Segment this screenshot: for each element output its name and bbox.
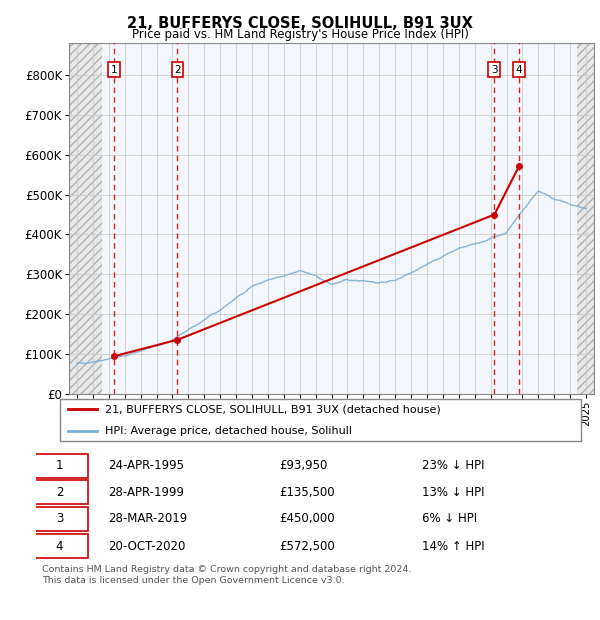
Text: 28-MAR-2019: 28-MAR-2019	[108, 512, 187, 525]
Text: Price paid vs. HM Land Registry's House Price Index (HPI): Price paid vs. HM Land Registry's House …	[131, 28, 469, 41]
Text: 6% ↓ HPI: 6% ↓ HPI	[422, 512, 478, 525]
FancyBboxPatch shape	[31, 534, 88, 558]
Text: HPI: Average price, detached house, Solihull: HPI: Average price, detached house, Soli…	[104, 426, 352, 436]
Text: 28-APR-1999: 28-APR-1999	[108, 486, 184, 498]
FancyBboxPatch shape	[31, 454, 88, 478]
FancyBboxPatch shape	[31, 507, 88, 531]
Text: 21, BUFFERYS CLOSE, SOLIHULL, B91 3UX (detached house): 21, BUFFERYS CLOSE, SOLIHULL, B91 3UX (d…	[104, 404, 440, 414]
Text: 1: 1	[56, 459, 63, 472]
Text: 3: 3	[56, 512, 63, 525]
Bar	[577, 43, 594, 394]
Text: 1: 1	[110, 64, 117, 74]
Text: 2: 2	[56, 486, 63, 498]
Bar	[69, 43, 102, 394]
Text: £450,000: £450,000	[279, 512, 335, 525]
Bar	[577, 43, 594, 394]
Text: 21, BUFFERYS CLOSE, SOLIHULL, B91 3UX: 21, BUFFERYS CLOSE, SOLIHULL, B91 3UX	[127, 16, 473, 30]
Text: 4: 4	[516, 64, 523, 74]
Point	[109, 352, 119, 361]
Text: 14% ↑ HPI: 14% ↑ HPI	[422, 539, 485, 552]
Text: 24-APR-1995: 24-APR-1995	[108, 459, 184, 472]
FancyBboxPatch shape	[59, 399, 581, 441]
Text: 2: 2	[174, 64, 181, 74]
Text: £572,500: £572,500	[279, 539, 335, 552]
Point	[173, 335, 182, 345]
Point	[514, 161, 524, 171]
FancyBboxPatch shape	[31, 480, 88, 504]
Text: 3: 3	[491, 64, 498, 74]
Point	[490, 210, 499, 219]
Text: 23% ↓ HPI: 23% ↓ HPI	[422, 459, 485, 472]
Text: 13% ↓ HPI: 13% ↓ HPI	[422, 486, 485, 498]
Text: £93,950: £93,950	[279, 459, 327, 472]
Text: 4: 4	[56, 539, 63, 552]
Text: Contains HM Land Registry data © Crown copyright and database right 2024.
This d: Contains HM Land Registry data © Crown c…	[42, 565, 412, 585]
Bar	[69, 43, 102, 394]
Text: £135,500: £135,500	[279, 486, 335, 498]
Text: 20-OCT-2020: 20-OCT-2020	[108, 539, 185, 552]
